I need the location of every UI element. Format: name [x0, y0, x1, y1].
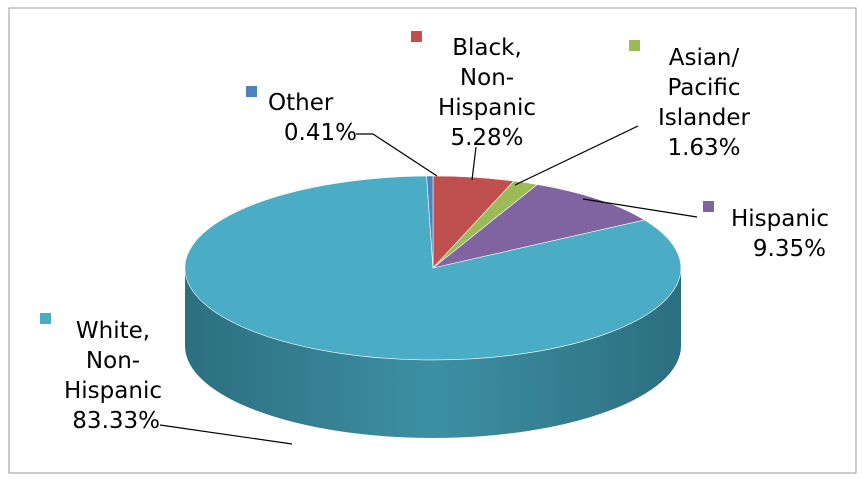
leader-line-asian	[514, 125, 639, 186]
data-label-black: 5.28%	[450, 125, 523, 151]
legend-marker-other	[246, 86, 257, 97]
category-label-black: Non-	[460, 65, 514, 91]
pie-slice-other	[426, 175, 434, 269]
slice-labels: White, Non- Hispanic 83.33% Black, Non- Hispan…	[40, 31, 829, 434]
leader-line-hispanic	[582, 198, 698, 218]
pie-sides	[185, 268, 681, 438]
legend-marker-asian	[629, 40, 640, 51]
leader-line-white	[159, 424, 293, 445]
category-label-asian: Pacific	[667, 75, 740, 101]
category-label-black: Black,	[452, 35, 522, 61]
category-label-white: Non-	[86, 348, 140, 374]
data-label-white: 83.33%	[72, 408, 160, 434]
category-label-black: Hispanic	[438, 95, 536, 121]
category-label-white: Hispanic	[64, 378, 162, 404]
legend-marker-hispanic	[703, 201, 714, 212]
pie-side-wall	[185, 268, 681, 438]
pie-slice-hispanic	[432, 184, 646, 269]
category-label-hispanic: Hispanic	[731, 206, 829, 232]
pie-slices	[184, 175, 682, 361]
leader-lines	[159, 125, 698, 445]
category-label-white: White,	[76, 318, 150, 344]
category-label-other: Other	[268, 90, 334, 116]
category-label-asian: Islander	[658, 105, 751, 131]
data-label-hispanic: 9.35%	[753, 236, 826, 262]
legend-marker-white	[40, 313, 51, 324]
category-label-asian: Asian/	[669, 45, 740, 71]
data-label-asian: 1.63%	[667, 135, 740, 161]
leader-line-black	[471, 146, 477, 181]
data-label-other: 0.41%	[284, 120, 357, 146]
legend-marker-black	[411, 31, 422, 42]
leader-line-other	[356, 133, 438, 177]
